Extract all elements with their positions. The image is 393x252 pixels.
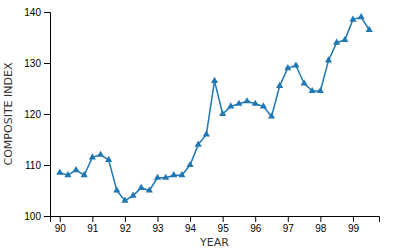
x-tick-label: 90 [55,223,67,234]
y-tick-label: 140 [24,7,41,18]
y-axis-title: COMPOSITE INDEX [2,62,15,165]
x-tick: 92 [120,216,132,234]
point [97,151,104,157]
x-tick: 95 [218,216,230,234]
x-axis: 90 91 92 93 94 95 96 97 98 99 [51,216,380,234]
x-tick-label: 95 [218,223,230,234]
point [292,61,299,67]
y-axis: 100 110 120 130 140 [24,7,50,222]
point [325,56,332,62]
x-tick: 97 [283,216,295,234]
x-tick-mark [92,216,93,222]
x-tick: 93 [152,216,164,234]
x-tick-mark [288,216,289,222]
y-tick: 110 [25,160,50,171]
point [64,171,71,177]
point [268,112,275,118]
point [309,87,316,93]
x-tick-mark [157,216,158,222]
y-tick-label: 100 [24,211,41,222]
point [366,26,373,32]
x-tick: 96 [250,216,262,234]
x-tick-label: 96 [250,223,262,234]
point [138,184,145,190]
point [170,171,177,177]
y-tick: 130 [24,58,50,69]
y-tick-mark [44,63,50,64]
point [349,16,356,22]
x-tick-label: 92 [120,223,132,234]
x-tick-mark [320,216,321,222]
x-tick-label: 97 [283,223,295,234]
point [162,174,169,180]
x-tick-mark [125,216,126,222]
y-tick-mark [44,114,50,115]
chart: 90 91 92 93 94 95 96 97 98 99 100 110 120 130 140 YEAR C… [0,0,393,252]
point [130,191,137,197]
point [56,169,63,175]
point [187,161,194,167]
y-tick: 140 [24,7,50,18]
x-axis-title: YEAR [199,236,229,249]
point [252,100,259,106]
x-tick: 90 [55,216,67,234]
x-tick-mark [60,216,61,222]
point [276,82,283,88]
point [146,186,153,192]
x-tick-mark [223,216,224,222]
point [113,186,120,192]
x-tick-label: 99 [348,223,360,234]
x-tick-label: 94 [185,223,197,234]
point [260,102,267,108]
x-tick-mark [353,216,354,222]
point [227,102,234,108]
x-tick-mark [190,216,191,222]
point [89,153,96,159]
x-tick: 91 [87,216,99,234]
point [211,77,218,83]
point [284,64,291,70]
point [81,171,88,177]
y-tick-label: 120 [24,109,41,120]
point [317,87,324,93]
point [154,174,161,180]
point [341,36,348,42]
x-tick-label: 98 [315,223,327,234]
point [358,13,365,19]
series [56,13,373,203]
x-tick-label: 93 [152,223,164,234]
line [60,17,369,201]
y-tick-mark [44,216,50,217]
point [301,79,308,85]
x-axis-line [51,217,380,223]
point [121,197,128,203]
point [178,171,185,177]
x-tick: 94 [185,216,197,234]
y-tick: 100 [24,211,50,222]
point [244,97,251,103]
point [203,130,210,136]
point [72,166,79,172]
x-tick: 98 [315,216,327,234]
y-tick-mark [44,165,50,166]
x-tick: 99 [348,216,360,234]
y-tick-label: 130 [24,58,41,69]
x-tick-mark [255,216,256,222]
y-tick-label: 110 [25,160,41,171]
point [219,110,226,116]
x-tick-label: 91 [87,223,99,234]
point [195,140,202,146]
point [105,156,112,162]
plot-area: 90 91 92 93 94 95 96 97 98 99 100 110 120 130 140 [24,7,379,234]
point [235,100,242,106]
y-axis-line [44,13,51,217]
point [333,38,340,44]
y-tick: 120 [24,109,50,120]
y-tick-mark [44,12,50,13]
